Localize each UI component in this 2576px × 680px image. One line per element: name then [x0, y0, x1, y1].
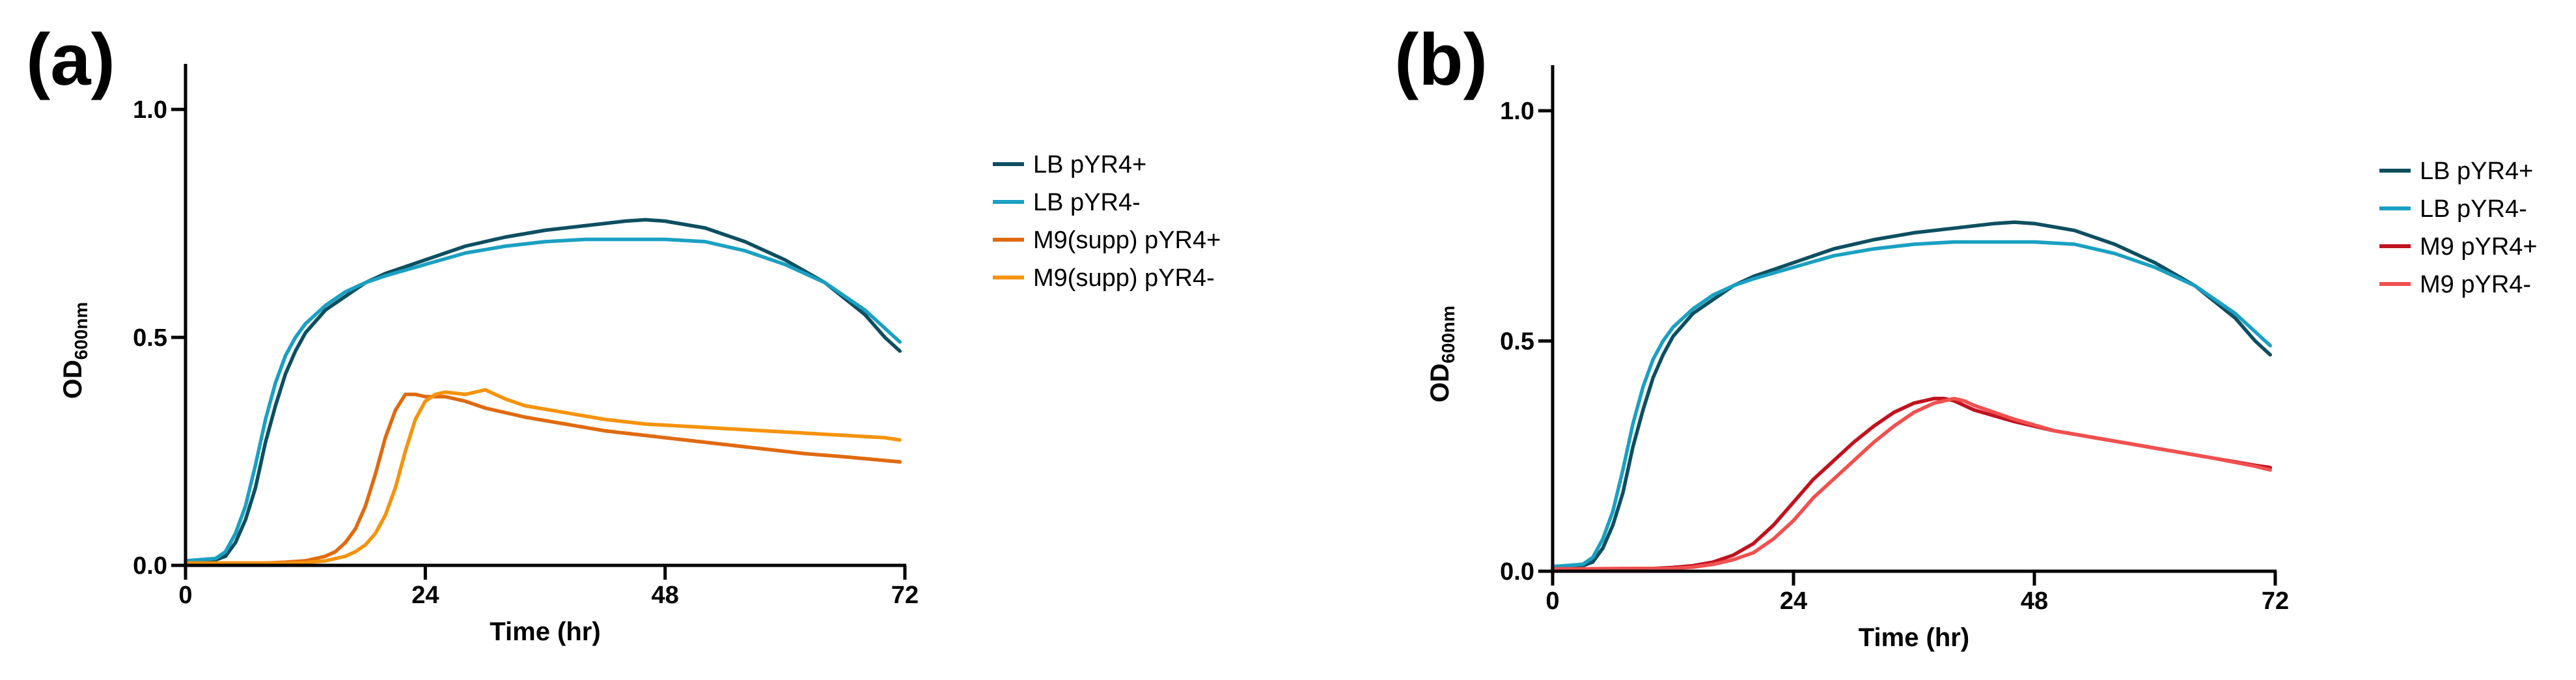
y-tick-label: 0.5 [1500, 328, 1534, 356]
x-tick-label: 48 [652, 582, 679, 609]
series-line-4 [1551, 397, 2273, 571]
x-tick-label: 48 [2021, 588, 2048, 615]
x-axis-title: Time (hr) [1859, 623, 1969, 652]
y-axis-title-main: OD [1426, 363, 1454, 403]
series-line-2 [1551, 240, 2273, 569]
x-tick-label: 0 [178, 582, 192, 609]
chart-panel-b: (b) 0 24 48 72 0.0 0.5 1.0 Time (hr) OD600nm L… [1394, 19, 2538, 652]
legend-label: LB pYR4- [1033, 189, 1141, 216]
series-line-3 [184, 392, 902, 565]
panel-label: (b) [1394, 19, 1488, 100]
chart-panel-a: (a) 0 24 48 72 0.0 0.5 1.0 Time (hr) OD600nm L… [26, 19, 1221, 646]
x-tick-label: 24 [1780, 588, 1807, 615]
legend: LB pYR4+ LB pYR4- M9 pYR4+ M9 pYR4- [2379, 158, 2538, 298]
plot-lines [184, 218, 902, 565]
series-line-2 [184, 237, 902, 563]
axes [1551, 65, 2277, 573]
legend-label: LB pYR4+ [2420, 158, 2533, 185]
y-tick-label: 0.0 [133, 552, 167, 580]
plot-lines [1551, 220, 2273, 571]
series-line-1 [184, 218, 902, 563]
x-tick-label: 72 [891, 582, 919, 609]
legend-label: M9 pYR4+ [2420, 233, 2538, 261]
legend-label: M9 pYR4- [2420, 271, 2531, 298]
tick-labels: 0 24 48 72 0.0 0.5 1.0 [1500, 98, 2289, 615]
y-tick-label: 0.0 [1500, 558, 1534, 586]
y-tick-label: 0.5 [133, 324, 167, 352]
y-axis-title-sub: 600nm [1438, 305, 1458, 363]
legend-label: LB pYR4+ [1033, 151, 1146, 178]
legend-label: LB pYR4- [2420, 195, 2527, 223]
x-tick-label: 0 [1545, 588, 1559, 615]
panel-label: (a) [26, 19, 115, 100]
x-tick-label: 24 [411, 582, 439, 609]
legend: LB pYR4+ LB pYR4- M9(supp) pYR4+ M9(supp) p… [993, 151, 1221, 292]
x-axis-title: Time (hr) [490, 617, 600, 646]
legend-label: M9(supp) pYR4- [1033, 264, 1215, 292]
y-axis-title-sub: 600nm [71, 302, 91, 360]
y-tick-label: 1.0 [133, 96, 167, 124]
y-axis-title: OD600nm [59, 302, 91, 399]
y-tick-label: 1.0 [1500, 98, 1534, 125]
legend-label: M9(supp) pYR4+ [1033, 227, 1221, 254]
y-axis-title-main: OD [59, 360, 87, 399]
y-axis-title: OD600nm [1426, 305, 1458, 403]
series-line-1 [1551, 220, 2273, 569]
tick-labels: 0 24 48 72 0.0 0.5 1.0 [133, 96, 919, 609]
x-tick-label: 72 [2262, 588, 2289, 615]
axes [184, 64, 906, 567]
series-line-4 [184, 388, 902, 565]
